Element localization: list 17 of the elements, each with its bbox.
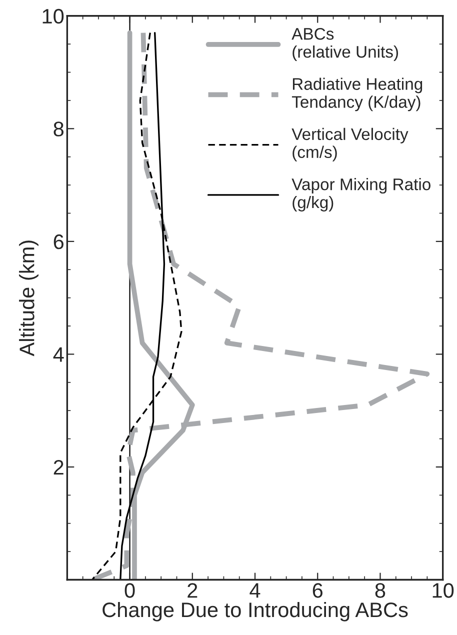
legend-label: Radiative Heating Tendancy (K/day): [292, 78, 422, 112]
y-tick-label: 6: [54, 234, 64, 250]
x-tick-label: 2: [188, 583, 198, 598]
x-tick-label: 6: [312, 583, 322, 598]
x-tick-label: 8: [375, 583, 386, 598]
y-axis-title: Altitude (km): [19, 240, 38, 356]
y-tick-label: 4: [53, 347, 64, 362]
y-tick-label: 8: [54, 122, 64, 136]
legend-label: Vapor Mixing Ratio (g/kg): [292, 178, 430, 212]
legend-label: ABCs (relative Units): [292, 28, 398, 62]
x-tick-label: 10: [432, 583, 454, 598]
x-tick-label: 0: [124, 583, 135, 598]
y-tick-label: 10: [42, 8, 64, 24]
y-tick-label: 2: [54, 460, 64, 475]
x-axis-title: Change Due to Introducing ABCs: [102, 602, 408, 622]
x-tick-label: 4: [250, 583, 260, 598]
legend-label: Vertical Velocity (cm/s): [292, 128, 408, 162]
